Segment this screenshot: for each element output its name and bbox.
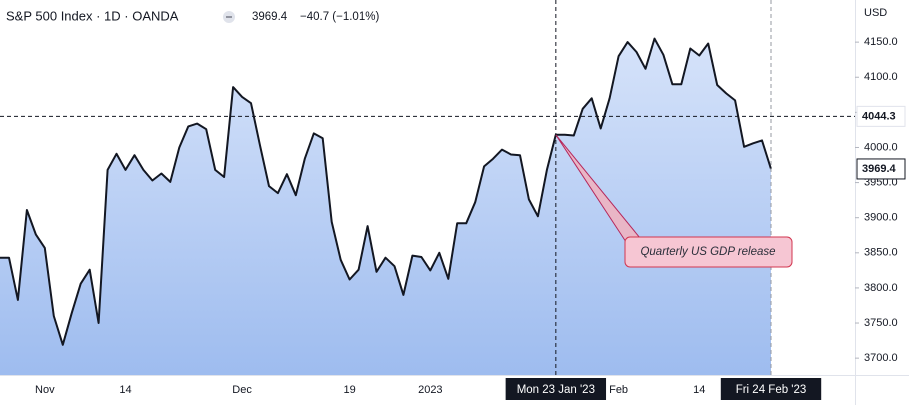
y-tick-label: 3700.0 <box>864 352 898 364</box>
x-tick-label: 14 <box>693 384 705 396</box>
x-axis-badge-label: Fri 24 Feb '23 <box>736 384 807 396</box>
x-tick-label: Dec <box>232 384 252 396</box>
visibility-icon[interactable] <box>223 11 235 23</box>
x-axis-badge-label: Mon 23 Jan '23 <box>517 384 595 396</box>
last-price-label: 3969.4 <box>862 163 897 175</box>
x-tick-label: 2023 <box>418 384 442 396</box>
legend-box <box>2 4 240 28</box>
x-tick-label: 19 <box>344 384 356 396</box>
y-tick-label: 3950.0 <box>864 176 898 188</box>
annotation-text: Quarterly US GDP release <box>640 246 775 258</box>
y-tick-label: 4150.0 <box>864 36 898 48</box>
crosshair-price-label: 4044.3 <box>862 110 896 122</box>
y-tick-label: 3900.0 <box>864 212 898 224</box>
price-line <box>0 37 772 346</box>
last-price-badge <box>856 158 906 180</box>
y-tick-label: 4100.0 <box>864 71 898 83</box>
legend-close: 3969.4 <box>252 11 288 23</box>
x-axis-badge <box>720 378 822 400</box>
x-tick-label: Feb <box>609 384 628 396</box>
y-tick-label: 3800.0 <box>864 282 898 294</box>
crosshair-price-badge <box>856 105 906 127</box>
x-tick-label: Nov <box>35 384 55 396</box>
plot-area <box>0 37 772 375</box>
x-tick-label: 14 <box>119 384 131 396</box>
y-tick-label: 4000.0 <box>864 141 898 153</box>
currency-label[interactable]: USD <box>864 7 887 19</box>
legend-change: −40.7 (−1.01%) <box>300 11 379 23</box>
x-axis-badge <box>505 378 607 400</box>
y-tick-label: 3850.0 <box>864 247 898 259</box>
symbol-title: S&P 500 Index · 1D · OANDA <box>6 8 179 23</box>
annotation-box <box>624 236 793 268</box>
y-tick-label: 3750.0 <box>864 317 898 329</box>
